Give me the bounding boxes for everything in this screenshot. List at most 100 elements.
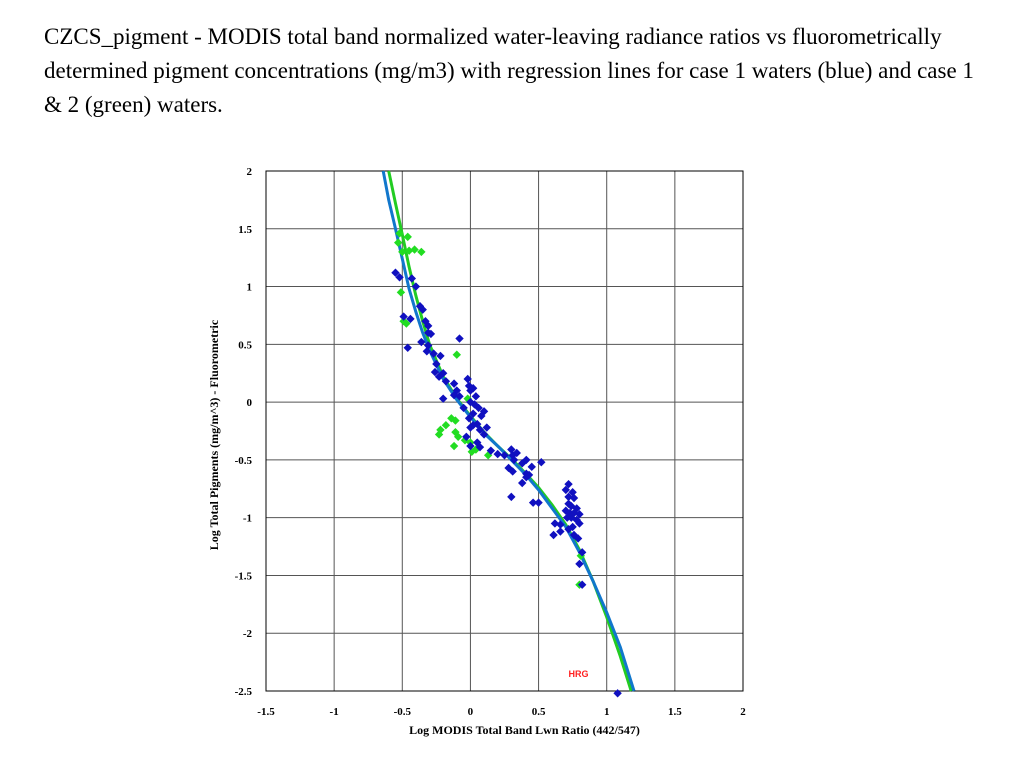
data-point-case1 [462, 432, 471, 441]
x-tick-label: -1 [330, 706, 339, 718]
axis-ticks: -1.5 -1 -0.5 0 0.5 1 1.5 2 -2.5 -2 -1.5 -1 -0.5 0 0.5 1… [235, 166, 747, 718]
data-point-case1 [564, 492, 573, 502]
data-point-case1 [466, 423, 475, 432]
data-point-case1 [471, 392, 481, 401]
data-point-case1 [459, 403, 468, 413]
data-point-case12 [393, 238, 403, 247]
data-point-case1 [449, 390, 459, 400]
y-tick-label: -0.5 [235, 455, 253, 467]
data-point-case1 [564, 479, 573, 489]
y-tick-label: 0 [247, 397, 253, 409]
y-axis-label: Log Total Pigments (mg/m^3) - Fluorometr… [207, 319, 221, 550]
data-point-case1 [455, 334, 464, 343]
data-point-case12 [395, 229, 404, 238]
y-tick-label: -1.5 [235, 570, 253, 582]
data-point-case1 [434, 372, 444, 381]
x-tick-label: -1.5 [257, 706, 275, 718]
data-point-case1 [577, 580, 587, 589]
data-point-case1 [518, 478, 527, 488]
data-point-case1 [577, 548, 587, 557]
data-point-case1 [522, 473, 531, 482]
x-tick-label: -0.5 [394, 706, 412, 718]
data-point-case1 [509, 455, 519, 465]
data-point-case1 [395, 273, 404, 282]
data-point-case12 [576, 551, 586, 560]
data-point-case1 [568, 522, 577, 532]
y-tick-label: 0.5 [238, 339, 252, 351]
data-point-case1 [464, 414, 474, 423]
data-point-case1 [479, 430, 489, 439]
data-point-case1 [564, 499, 573, 508]
data-point-case1 [512, 448, 521, 458]
data-point-case1 [556, 527, 565, 536]
data-point-case1 [500, 451, 509, 460]
data-point-case1 [575, 510, 584, 519]
data-point-case1 [550, 519, 560, 528]
data-point-case12 [449, 441, 459, 451]
data-point-case1 [438, 394, 448, 403]
data-point-case1 [569, 493, 579, 503]
data-point-case1 [399, 312, 408, 321]
data-point-case1 [475, 442, 485, 452]
data-point-case1 [508, 451, 517, 460]
data-point-case1 [613, 689, 622, 698]
data-point-case1 [537, 458, 546, 467]
data-point-case1 [575, 559, 584, 569]
data-point-case1 [475, 425, 485, 435]
data-point-case1 [406, 314, 415, 324]
data-point-case12 [417, 247, 426, 257]
data-point-case12 [402, 319, 411, 328]
data-point-case1 [575, 519, 584, 528]
data-point-case1 [528, 498, 538, 507]
data-points [391, 229, 622, 698]
x-tick-label: 0.5 [532, 706, 546, 718]
data-point-case1 [534, 498, 543, 507]
chart-grid [265, 170, 744, 692]
data-point-case1 [463, 374, 472, 384]
data-point-case1 [569, 508, 579, 518]
data-point-case1 [556, 520, 565, 529]
data-point-case12 [404, 246, 414, 255]
data-point-case1 [573, 534, 583, 543]
x-axis-label: Log MODIS Total Band Lwn Ratio (442/547) [409, 723, 640, 737]
data-point-case1 [422, 347, 432, 356]
data-point-case12 [453, 432, 463, 441]
data-point-case12 [410, 245, 419, 254]
x-tick-label: 2 [740, 706, 746, 718]
data-point-case1 [561, 506, 571, 515]
data-point-case1 [527, 462, 536, 472]
data-point-case1 [477, 411, 486, 421]
data-point-case1 [561, 485, 571, 495]
data-point-case1 [441, 377, 451, 386]
data-point-case1 [455, 392, 464, 401]
data-point-case12 [398, 247, 407, 257]
data-point-case12 [441, 421, 451, 430]
data-point-case1 [391, 268, 400, 277]
data-point-case1 [468, 384, 478, 393]
data-point-case1 [474, 403, 483, 413]
regression-line-case12 [387, 170, 633, 692]
data-point-case1 [429, 349, 438, 358]
data-point-case1 [564, 525, 573, 534]
data-point-case1 [449, 379, 459, 388]
plot-frame [265, 170, 744, 692]
y-tick-label: -1 [243, 513, 252, 525]
x-tick-label: 1.5 [668, 706, 682, 718]
data-point-case1 [507, 492, 516, 502]
data-point-case1 [508, 467, 517, 476]
data-point-case1 [568, 488, 577, 497]
data-point-case12 [452, 350, 461, 359]
y-tick-label: 1.5 [238, 224, 252, 236]
data-point-case1 [423, 341, 433, 350]
figure-caption: CZCS_pigment - MODIS total band normaliz… [44, 24, 974, 117]
data-point-case1 [426, 329, 436, 339]
y-tick-label: -2 [243, 628, 253, 640]
data-point-case1 [486, 446, 496, 455]
data-point-case1 [466, 441, 475, 451]
data-point-case1 [507, 445, 516, 454]
data-point-case1 [418, 305, 427, 314]
data-point-case1 [407, 274, 417, 283]
hrg-annotation: HRG [569, 669, 589, 679]
data-point-case1 [549, 530, 558, 540]
data-point-case1 [524, 470, 534, 480]
